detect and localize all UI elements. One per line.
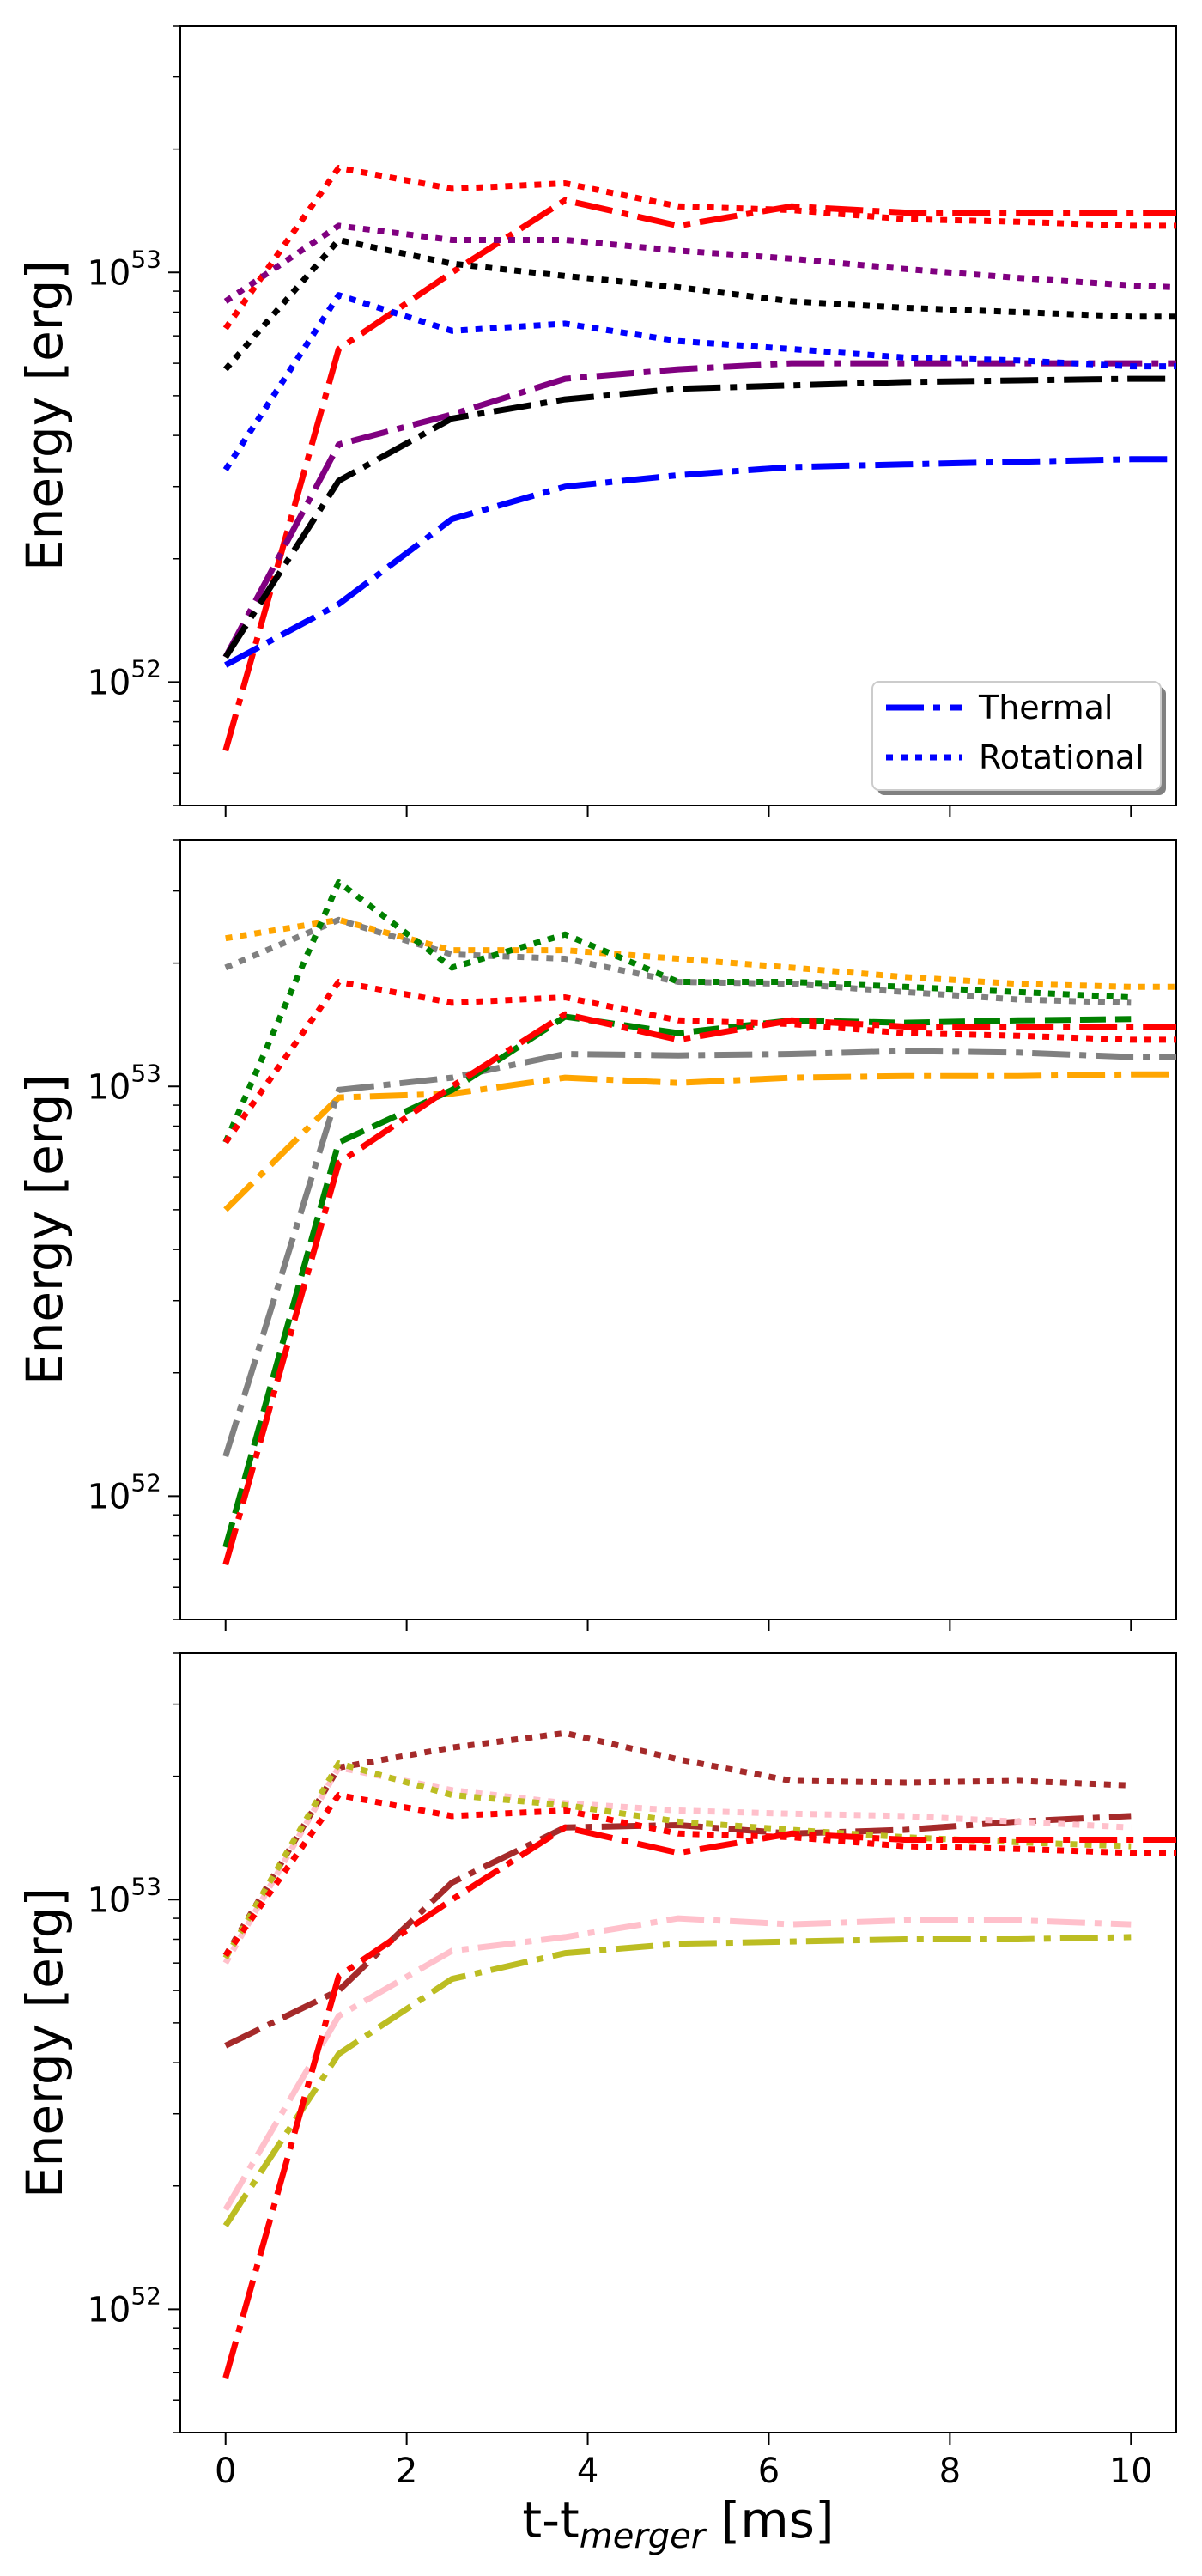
y-tick-base: 10 [87,1477,131,1516]
series-line-pink-thermal [222,1915,1132,2212]
x-axis-label: t-tmerger [ms] [522,2491,834,2556]
legend: Thermal Rotational [871,681,1166,795]
y-tick-base: 10 [87,2290,131,2330]
legend-rotational-label: Rotational [979,738,1144,776]
series-line-purple-thermal [222,360,1176,659]
x-tick-label: 6 [758,2451,780,2491]
series-line-black-thermal [222,375,1176,659]
series-line-orange-rotational [225,916,1176,990]
y-tick-label: 1052 [87,654,161,702]
series-line-green-rotational [222,879,1132,1144]
series-line-red-thermal [222,197,1176,752]
y-axis-label: Energy [erg] [15,1887,74,2198]
x-axis-label-main: t-t [522,2491,579,2549]
series-line-blue-rotational [222,292,1176,471]
axes-frame [179,839,1177,1620]
y-tick-base: 10 [87,663,131,702]
y-tick-exponent: 52 [131,654,161,683]
series-layer [222,879,1176,1566]
x-tick-label: 8 [939,2451,961,2491]
legend-thermal-label: Thermal [978,689,1114,726]
series-line-red-rotational [222,979,1176,1145]
series-line-orange-thermal [223,1071,1176,1212]
series-line-red-rotational [222,165,1176,331]
series-line-red-thermal [222,1824,1176,2379]
axes-frame [179,25,1177,806]
x-axis-label-tail: [ms] [705,2491,834,2549]
y-axis-label: Energy [erg] [15,1074,74,1385]
y-axis-label: Energy [erg] [15,260,74,571]
x-tick-label: 2 [396,2451,417,2491]
series-line-gray-thermal [222,1048,1176,1458]
x-axis-label-subscript: merger [580,2517,707,2556]
y-tick-label: 1052 [87,2281,161,2330]
y-tick-base: 10 [87,253,131,293]
series-line-olive-thermal [222,1934,1132,2227]
x-tick-label: 4 [577,2451,598,2491]
y-tick-exponent: 53 [131,245,161,273]
x-ticks [224,805,1132,817]
x-tick-label: 0 [215,2451,236,2491]
axes-frame [179,1652,1177,2433]
series-line-olive-rotational [222,1760,1132,1960]
x-ticks: 0 2 4 6 8 10 [215,2433,1153,2491]
series-line-purple-rotational [223,222,1176,304]
y-tick-label: 1052 [87,1468,161,1516]
y-tick-label: 1053 [87,1872,161,1920]
series-line-red-thermal [222,1011,1176,1566]
y-tick-exponent: 53 [131,1872,161,1900]
series-line-gray-rotational [224,916,1132,1006]
series-line-red-rotational [222,1792,1176,1958]
y-tick-label: 1053 [87,1059,161,1107]
series-line-green-thermal [222,1013,1132,1548]
legend-box [871,681,1162,791]
series-line-black-rotational [223,237,1176,372]
y-tick-exponent: 53 [131,1059,161,1087]
x-tick-label: 10 [1109,2451,1153,2491]
y-tick-base: 10 [87,1880,131,1920]
series-layer [222,1729,1176,2379]
y-tick-exponent: 52 [131,2281,161,2310]
series-layer [222,165,1176,752]
y-tick-label: 1053 [87,245,161,293]
series-line-blue-thermal [224,456,1176,668]
x-ticks [224,1619,1132,1631]
y-tick-exponent: 52 [131,1468,161,1497]
y-tick-base: 10 [87,1067,131,1107]
series-line-brown-thermal [224,1813,1132,2049]
